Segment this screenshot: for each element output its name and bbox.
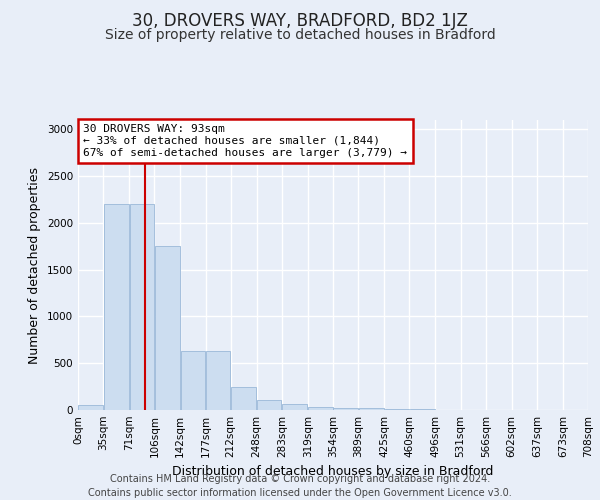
Bar [104, 204, 129, 410]
Bar [206, 351, 230, 410]
Text: 30, DROVERS WAY, BRADFORD, BD2 1JZ: 30, DROVERS WAY, BRADFORD, BD2 1JZ [132, 12, 468, 30]
Text: Contains HM Land Registry data © Crown copyright and database right 2024.
Contai: Contains HM Land Registry data © Crown c… [88, 474, 512, 498]
Bar [308, 406, 332, 410]
Bar [130, 204, 154, 410]
Bar [257, 400, 281, 410]
Bar [181, 351, 205, 410]
Y-axis label: Number of detached properties: Number of detached properties [28, 166, 41, 364]
Bar [231, 386, 256, 410]
Text: 30 DROVERS WAY: 93sqm
← 33% of detached houses are smaller (1,844)
67% of semi-d: 30 DROVERS WAY: 93sqm ← 33% of detached … [83, 124, 407, 158]
Bar [359, 408, 384, 410]
Bar [282, 404, 307, 410]
Bar [79, 406, 103, 410]
X-axis label: Distribution of detached houses by size in Bradford: Distribution of detached houses by size … [172, 466, 494, 478]
Bar [155, 246, 180, 410]
Text: Size of property relative to detached houses in Bradford: Size of property relative to detached ho… [104, 28, 496, 42]
Bar [385, 409, 409, 410]
Bar [334, 408, 358, 410]
